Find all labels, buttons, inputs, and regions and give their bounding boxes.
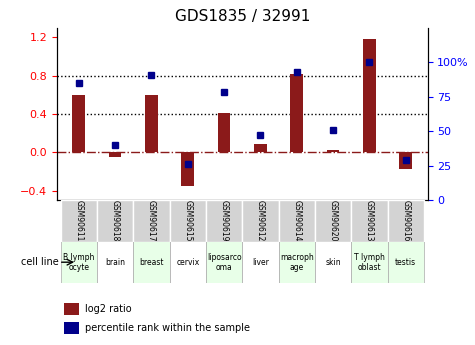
FancyBboxPatch shape: [133, 200, 170, 242]
FancyBboxPatch shape: [315, 241, 351, 283]
Bar: [399, 152, 412, 169]
Text: GSM90615: GSM90615: [183, 200, 192, 242]
FancyBboxPatch shape: [351, 241, 388, 283]
Text: GSM90612: GSM90612: [256, 200, 265, 242]
Text: liposarco
oma: liposarco oma: [207, 253, 241, 272]
Text: cervix: cervix: [176, 258, 200, 267]
FancyBboxPatch shape: [278, 200, 315, 242]
Bar: [181, 152, 194, 186]
Bar: [72, 95, 85, 152]
FancyBboxPatch shape: [97, 200, 133, 242]
FancyBboxPatch shape: [133, 241, 170, 283]
Text: liver: liver: [252, 258, 269, 267]
FancyBboxPatch shape: [170, 241, 206, 283]
Text: GSM90620: GSM90620: [329, 200, 338, 242]
FancyBboxPatch shape: [315, 200, 351, 242]
Text: testis: testis: [395, 258, 416, 267]
Text: brain: brain: [105, 258, 125, 267]
Title: GDS1835 / 32991: GDS1835 / 32991: [175, 9, 310, 24]
FancyBboxPatch shape: [242, 241, 278, 283]
FancyBboxPatch shape: [170, 200, 206, 242]
FancyBboxPatch shape: [61, 241, 97, 283]
Bar: [254, 144, 267, 152]
Text: GSM90617: GSM90617: [147, 200, 156, 242]
Text: percentile rank within the sample: percentile rank within the sample: [85, 323, 250, 333]
FancyBboxPatch shape: [278, 241, 315, 283]
FancyBboxPatch shape: [206, 241, 242, 283]
FancyBboxPatch shape: [242, 200, 278, 242]
FancyBboxPatch shape: [61, 200, 97, 242]
FancyBboxPatch shape: [206, 200, 242, 242]
Bar: [218, 113, 230, 152]
Text: B lymph
ocyte: B lymph ocyte: [63, 253, 95, 272]
Bar: [327, 150, 340, 152]
Text: T lymph
oblast: T lymph oblast: [354, 253, 385, 272]
Text: macroph
age: macroph age: [280, 253, 314, 272]
FancyBboxPatch shape: [388, 241, 424, 283]
Text: skin: skin: [325, 258, 341, 267]
Text: GSM90611: GSM90611: [74, 200, 83, 242]
Text: GSM90616: GSM90616: [401, 200, 410, 242]
FancyBboxPatch shape: [97, 241, 133, 283]
Text: GSM90618: GSM90618: [111, 200, 120, 242]
Text: GSM90613: GSM90613: [365, 200, 374, 242]
Bar: [65, 303, 79, 315]
FancyBboxPatch shape: [351, 200, 388, 242]
Text: log2 ratio: log2 ratio: [85, 304, 132, 314]
Bar: [65, 322, 79, 334]
FancyBboxPatch shape: [388, 200, 424, 242]
Bar: [290, 73, 303, 152]
Text: breast: breast: [139, 258, 164, 267]
Text: GSM90619: GSM90619: [219, 200, 228, 242]
Bar: [363, 39, 376, 152]
Bar: [109, 152, 122, 157]
Text: GSM90614: GSM90614: [292, 200, 301, 242]
Text: cell line: cell line: [21, 257, 59, 267]
Bar: [145, 95, 158, 152]
